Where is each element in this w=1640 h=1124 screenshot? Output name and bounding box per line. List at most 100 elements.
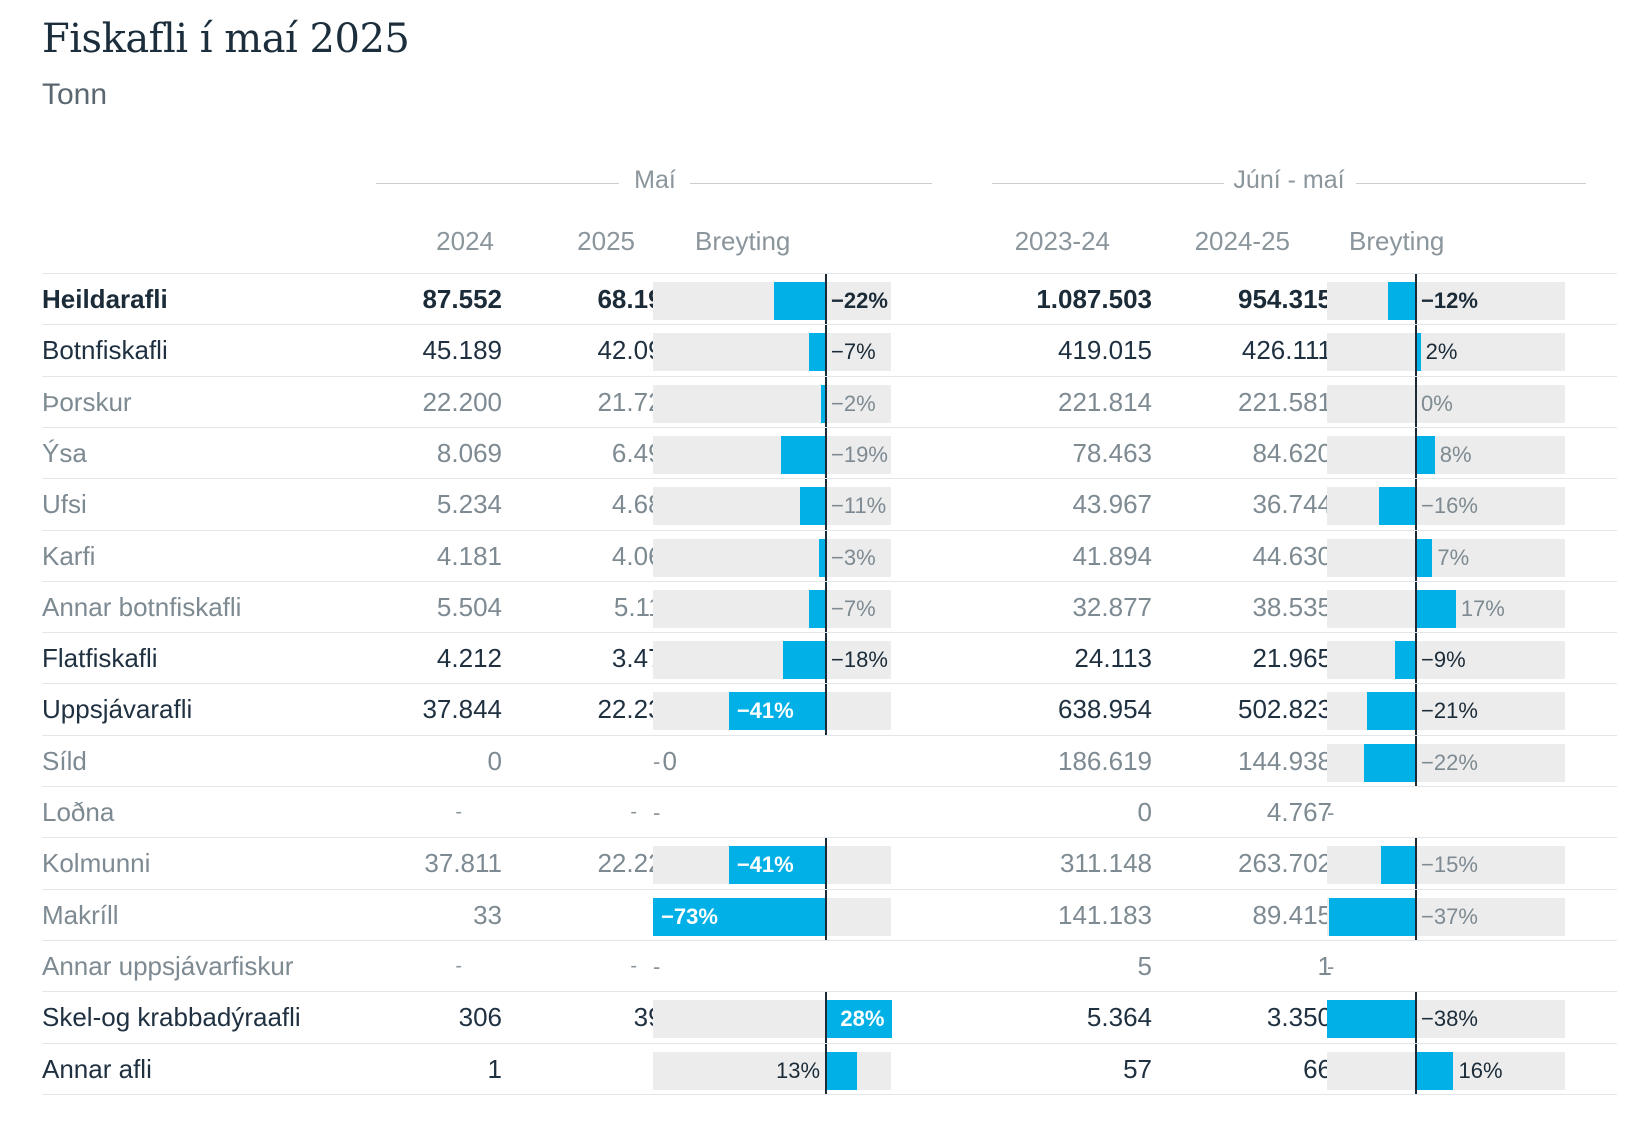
jm-change-bar-background <box>1327 692 1565 731</box>
jm-change-axis <box>1415 889 1417 941</box>
row-separator <box>42 632 1617 634</box>
value-jm-2024-25: 221.581 <box>1238 386 1332 417</box>
jm-change-bar-background <box>1327 333 1565 372</box>
row-separator <box>42 939 1617 941</box>
jm-change-bar <box>1366 692 1416 731</box>
row-label: Skel-og krabbadýraafli <box>42 1002 301 1033</box>
value-may-2025: - <box>630 801 637 823</box>
jm-change-dash: - <box>1327 953 1335 979</box>
jm-change-label: −21% <box>1421 698 1478 724</box>
jm-change-bar <box>1364 743 1416 782</box>
value-jm-2023-24: 5.364 <box>1086 1002 1152 1033</box>
group-divider-may-right <box>690 183 932 184</box>
jm-change-label: −12% <box>1421 288 1478 313</box>
jm-change-label: −9% <box>1421 647 1466 673</box>
may-change-bar-background <box>653 487 891 526</box>
jm-change-bar-background <box>1327 538 1565 577</box>
may-change-label: −22% <box>831 288 888 313</box>
jm-change-bar <box>1380 846 1416 885</box>
may-change-axis <box>825 376 827 428</box>
table-row: Uppsjávarafli 37.844 22.232 638.954 502.823−… <box>42 684 1617 736</box>
row-separator <box>42 1042 1617 1044</box>
row-label: Heildarafli <box>42 284 168 314</box>
may-change-bar-background <box>653 589 891 628</box>
may-change-dash: - <box>653 748 661 774</box>
value-may-2024: 8.069 <box>436 437 502 468</box>
value-jm-2023-24: 141.183 <box>1058 899 1152 930</box>
jm-change-bar <box>1387 282 1416 320</box>
jm-change-bar <box>1329 897 1416 936</box>
row-separator <box>42 529 1617 531</box>
may-change-axis <box>825 992 827 1044</box>
may-change-bar <box>809 589 826 628</box>
row-separator <box>42 888 1617 890</box>
jm-change-bar <box>1327 1000 1416 1039</box>
jm-change-axis <box>1415 479 1417 531</box>
jm-change-bar-background <box>1327 384 1565 423</box>
may-change-bar <box>728 846 826 885</box>
row-label: Loðna <box>42 797 115 827</box>
may-change-axis <box>825 838 827 890</box>
jm-change-bar-background <box>1327 487 1565 526</box>
row-separator <box>42 273 1617 274</box>
may-change-bar <box>773 282 826 320</box>
row-label: Þorskur <box>42 386 132 417</box>
may-change-label: −41% <box>736 852 794 878</box>
jm-change-bar <box>1378 487 1416 526</box>
may-change-label: −3% <box>831 544 876 570</box>
table-row: Þorskur 22.200 21.726 221.814 221.581 −2% 0% <box>42 376 1617 428</box>
jm-change-label: 17% <box>1460 595 1505 621</box>
jm-change-axis <box>1415 376 1417 428</box>
may-change-axis <box>825 274 827 325</box>
group-label-june-may: Júní - maí <box>1233 166 1345 194</box>
row-label: Ýsa <box>42 437 87 468</box>
may-change-bar-background <box>653 538 891 577</box>
value-jm-2023-24: 32.877 <box>1072 591 1152 622</box>
may-change-bar <box>728 692 826 731</box>
jm-change-bar <box>1416 589 1456 628</box>
may-change-bar <box>826 1000 893 1039</box>
jm-change-bar <box>1394 641 1416 680</box>
row-label: Karfi <box>42 540 96 571</box>
table-row: Heildarafli 87.552 68.190 1.087.503 954.315−… <box>42 274 1617 325</box>
jm-change-label: 2% <box>1425 339 1458 365</box>
table-row: Annar afli11576613%16% <box>42 1043 1617 1095</box>
value-jm-2023-24: 57 <box>1123 1053 1152 1084</box>
jm-change-axis <box>1415 684 1417 736</box>
jm-change-label: −22% <box>1421 749 1478 775</box>
may-change-axis <box>825 479 827 531</box>
row-separator <box>42 734 1617 736</box>
table-row: Annar botnfiskafli 5.504 5.118 32.877 38.535… <box>42 581 1617 633</box>
jm-change-label: −37% <box>1421 903 1478 929</box>
jm-change-label: 7% <box>1437 544 1470 570</box>
jm-change-bar <box>1416 333 1421 372</box>
group-label-may: Maí <box>634 166 676 194</box>
value-may-2024: 87.552 <box>422 284 502 314</box>
jm-change-dash: - <box>1327 800 1335 825</box>
value-jm-2024-25: 84.620 <box>1252 437 1332 468</box>
may-change-axis <box>825 633 827 685</box>
value-may-2025: 0 <box>662 745 677 776</box>
may-change-axis <box>825 427 827 479</box>
column-header-jm-2024-25: 2024-25 <box>1194 226 1290 256</box>
jm-change-label: −38% <box>1421 1006 1478 1032</box>
jm-change-axis <box>1415 1043 1417 1095</box>
jm-change-label: 16% <box>1458 1057 1503 1083</box>
may-change-bar <box>818 538 826 577</box>
value-may-2024: 37.844 <box>422 694 502 725</box>
jm-change-axis <box>1415 838 1417 890</box>
may-change-bar <box>653 897 826 936</box>
chart-subtitle: Tonn <box>42 78 108 111</box>
jm-change-axis <box>1415 633 1417 685</box>
row-separator <box>42 426 1617 428</box>
may-change-label: 28% <box>840 1006 885 1032</box>
value-jm-2024-25: 66 <box>1303 1053 1332 1084</box>
row-label: Annar uppsjávarfiskur <box>42 950 294 981</box>
value-jm-2023-24: 41.894 <box>1072 540 1152 571</box>
row-label: Flatfiskafli <box>42 643 158 674</box>
value-may-2024: 4.181 <box>436 540 502 571</box>
may-change-axis <box>825 581 827 633</box>
value-jm-2024-25: 426.111 <box>1241 335 1332 366</box>
jm-change-bar-background <box>1327 282 1565 320</box>
may-change-axis <box>825 684 827 736</box>
